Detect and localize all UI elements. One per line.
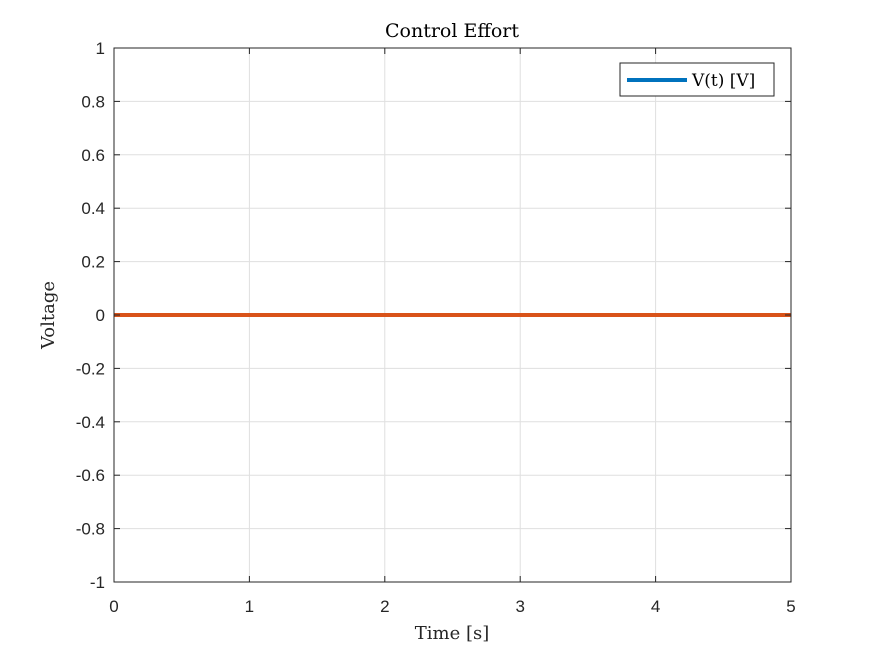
y-tick-label: 1 xyxy=(96,39,105,58)
y-tick-label: -0.6 xyxy=(76,466,105,485)
y-tick-label: 0.8 xyxy=(81,92,105,111)
x-tick-label: 2 xyxy=(380,597,389,616)
tick-marks xyxy=(113,47,792,583)
y-tick-label: -1 xyxy=(90,573,105,592)
y-tick-label: -0.2 xyxy=(76,359,105,378)
y-tick-label: -0.4 xyxy=(76,413,105,432)
y-tick-label: 0.6 xyxy=(81,146,105,165)
chart-title: Control Effort xyxy=(385,20,519,42)
y-tick-label: 0 xyxy=(96,306,105,325)
x-tick-labels: 0 1 2 3 4 5 xyxy=(109,597,795,616)
x-tick-label: 5 xyxy=(786,597,795,616)
y-tick-label: -0.8 xyxy=(76,520,105,539)
x-tick-label: 4 xyxy=(651,597,660,616)
y-axis-label: Voltage xyxy=(38,281,59,350)
x-tick-label: 1 xyxy=(245,597,254,616)
legend-entry-label: V(t) [V] xyxy=(691,71,755,91)
x-tick-label: 0 xyxy=(109,597,118,616)
y-tick-label: 0.2 xyxy=(81,253,105,272)
x-axis-label: Time [s] xyxy=(415,623,490,644)
y-tick-label: 0.4 xyxy=(81,199,105,218)
x-tick-label: 3 xyxy=(515,597,524,616)
y-tick-labels: -1 -0.8 -0.6 -0.4 -0.2 0 0.2 0.4 0.6 0.8 1 xyxy=(76,39,105,592)
legend: V(t) [V] xyxy=(619,62,775,97)
